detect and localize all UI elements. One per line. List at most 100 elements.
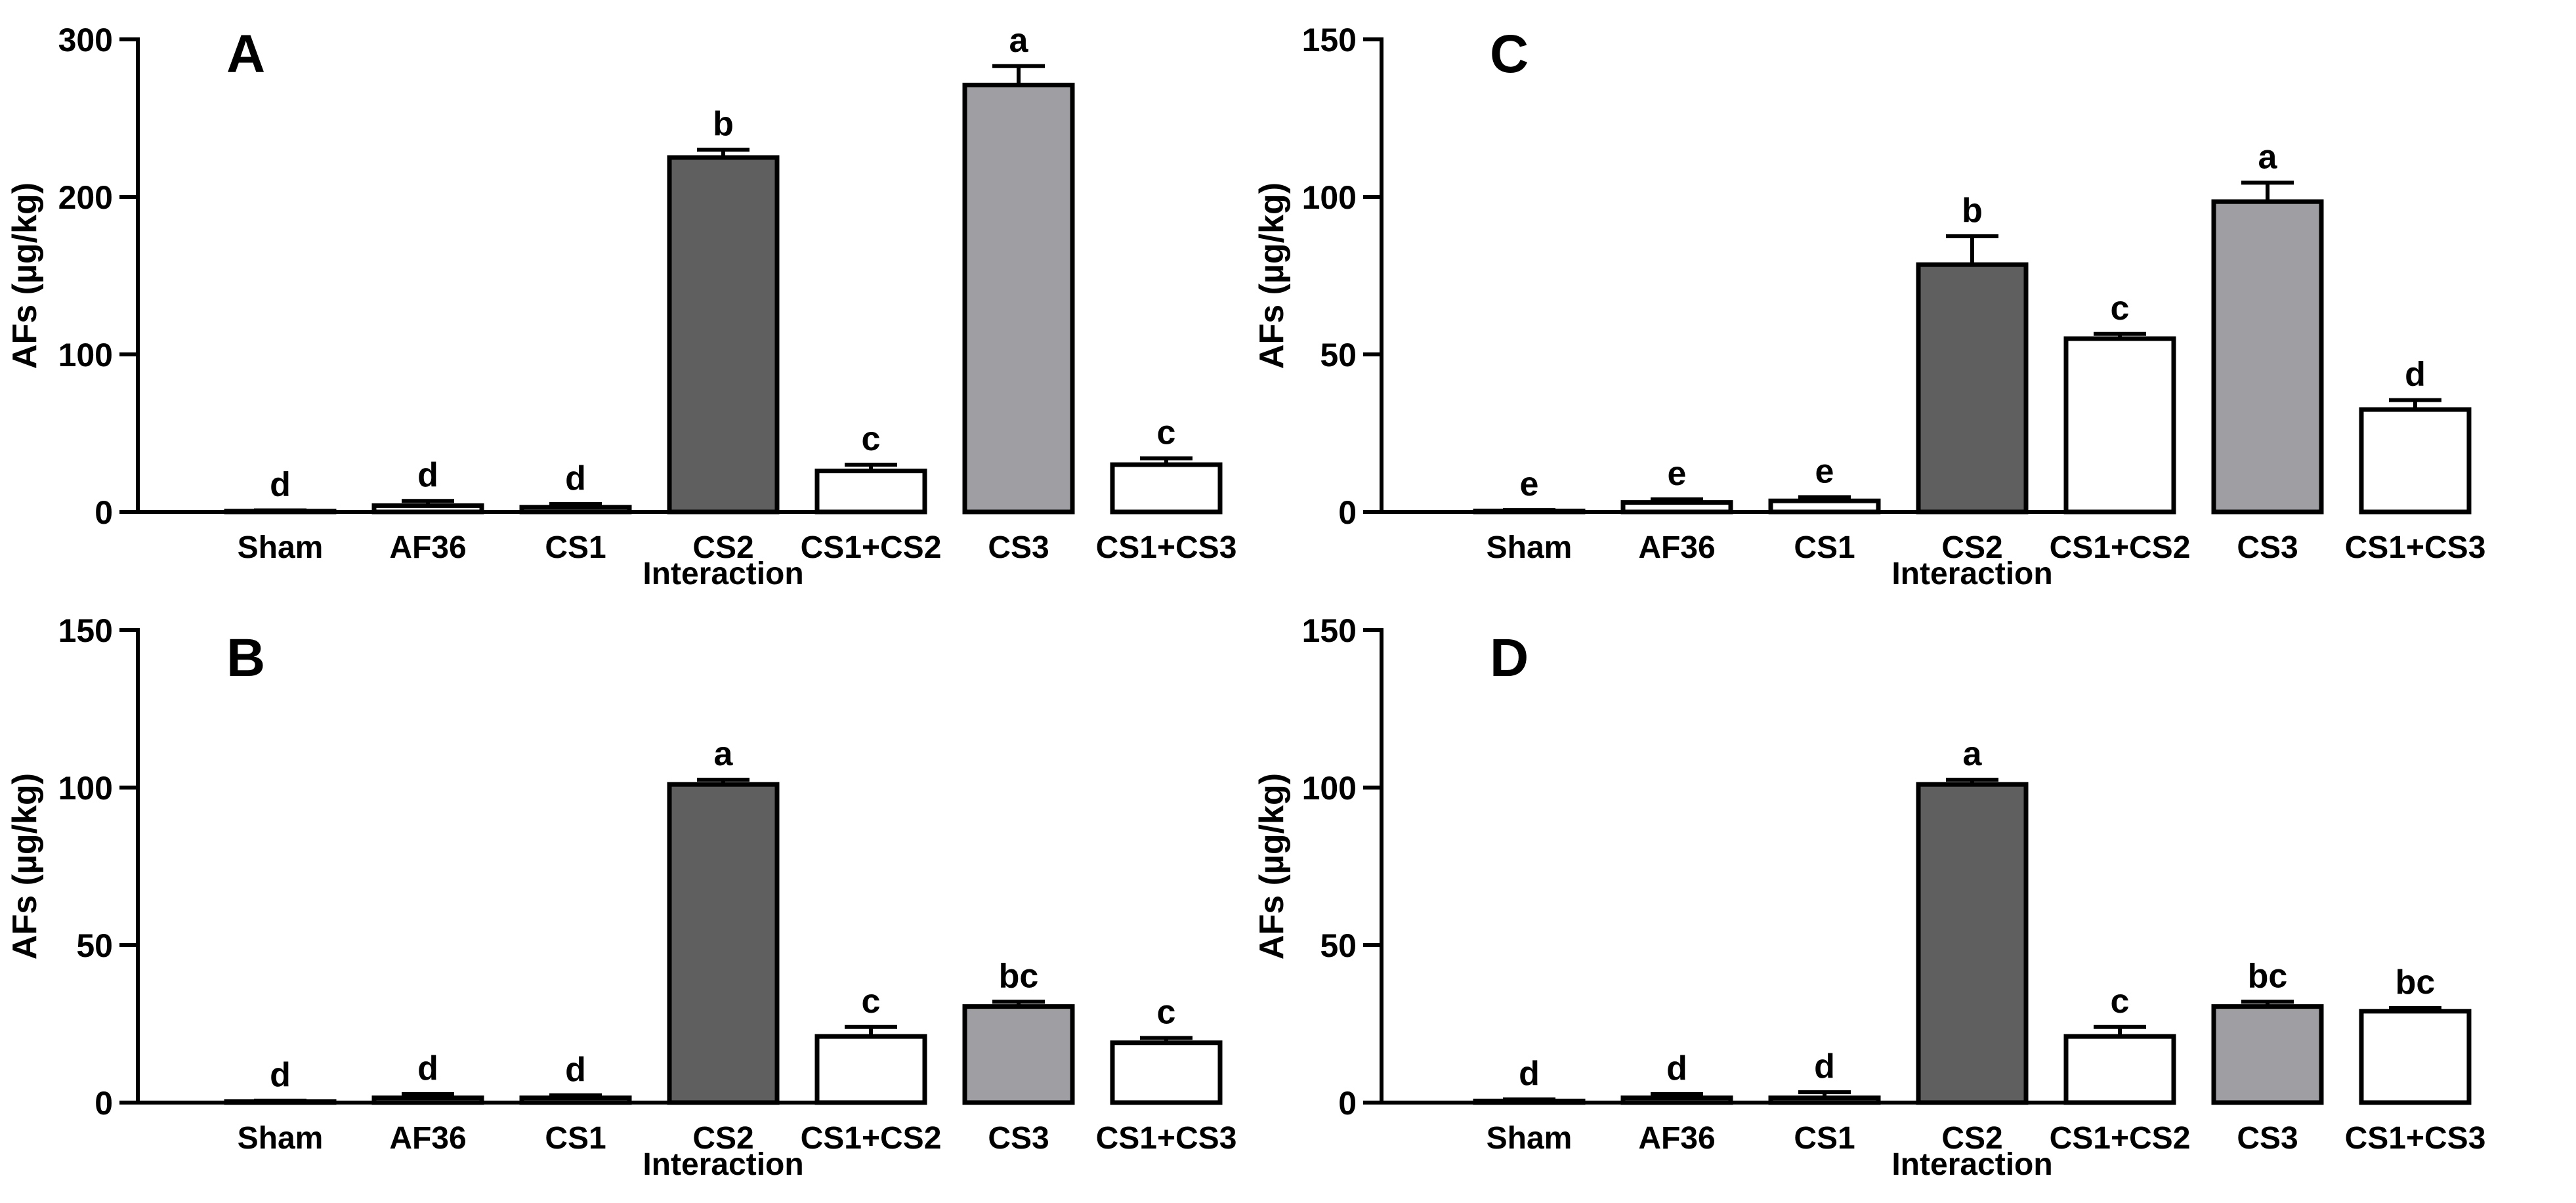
significance-letter: a xyxy=(2258,138,2278,176)
x-tick-label: CS1+CS2 xyxy=(801,530,942,565)
y-axis-title: AFs (µg/kg) xyxy=(6,773,44,960)
significance-letter: a xyxy=(1009,22,1029,60)
x-tick-label: CS1+CS2 xyxy=(2050,530,2191,565)
x-tick-label: AF36 xyxy=(1638,530,1715,565)
bar-sham xyxy=(1473,1099,1586,1105)
x-tick-label: Sham xyxy=(1487,1121,1573,1156)
x-tick-label: CS1+CS2 xyxy=(2050,1121,2191,1156)
x-tick-label: CS1+CS3 xyxy=(1096,1121,1237,1156)
bar-cs3 xyxy=(962,1004,1075,1105)
x-tick-label: CS1 xyxy=(1794,1121,1855,1156)
x-tick-label: CS2 xyxy=(1941,530,2002,565)
y-tick-label: 100 xyxy=(1302,179,1357,216)
x-tick-label: AF36 xyxy=(389,530,466,565)
significance-letter: c xyxy=(1157,994,1176,1032)
panel-label: C xyxy=(1490,24,1529,84)
y-tick-label: 50 xyxy=(1320,927,1357,964)
significance-letter: bc xyxy=(999,957,1039,995)
x-tick-label: CS3 xyxy=(988,1121,1049,1156)
y-tick-label: 0 xyxy=(95,1085,113,1122)
bar-cs1-plus-cs2 xyxy=(814,469,927,515)
significance-letter: c xyxy=(2111,982,2130,1021)
bar-af36 xyxy=(371,503,484,515)
bar-cs1-plus-cs3 xyxy=(2359,1009,2472,1105)
bar-cs1-plus-cs2 xyxy=(814,1034,927,1105)
significance-letter: d xyxy=(270,466,291,504)
panel-label: B xyxy=(226,628,265,688)
x-tick-label: CS1+CS3 xyxy=(1096,530,1237,565)
panel-c: 0 50 100 150 e Sham e AF36 e CS1 b CS2 c CS1+CS2 a CS3 d… xyxy=(1253,22,2485,591)
y-axis-title: AFs (µg/kg) xyxy=(1253,182,1291,369)
bar-af36 xyxy=(1620,500,1733,515)
x-tick-label: CS1+CS3 xyxy=(2345,530,2486,565)
significance-letter: d xyxy=(1814,1047,1835,1086)
significance-letter: a xyxy=(714,735,734,773)
significance-letter: b xyxy=(1962,192,1983,230)
significance-letter: bc xyxy=(2248,957,2288,995)
y-tick-label: 0 xyxy=(1338,1085,1357,1122)
x-tick-label: AF36 xyxy=(1638,1121,1715,1156)
bar-cs2 xyxy=(667,155,780,515)
significance-letter: d xyxy=(2405,356,2426,394)
bar-sham xyxy=(1473,509,1586,515)
bar-cs3 xyxy=(962,83,1075,515)
panel-a: 0 100 200 300 d Sham d AF36 d CS1 b CS2 c CS1+CS2 a CS3… xyxy=(6,22,1236,591)
bar-cs1-plus-cs3 xyxy=(1110,1040,1223,1105)
y-tick-label: 150 xyxy=(1302,22,1357,58)
significance-letter: c xyxy=(2111,289,2130,327)
y-tick-label: 300 xyxy=(58,22,113,58)
y-tick-label: 200 xyxy=(58,179,113,216)
y-tick-label: 100 xyxy=(58,337,113,373)
significance-letter: d xyxy=(1666,1049,1687,1087)
x-axis-title: Interaction xyxy=(643,557,803,591)
x-tick-label: CS2 xyxy=(692,530,753,565)
x-tick-label: CS1 xyxy=(545,1121,606,1156)
x-tick-label: CS3 xyxy=(2237,530,2298,565)
x-tick-label: CS1+CS3 xyxy=(2345,1121,2486,1156)
x-tick-label: CS2 xyxy=(1941,1121,2002,1156)
x-tick-label: Sham xyxy=(238,1121,324,1156)
y-axis-title: AFs (µg/kg) xyxy=(1253,773,1291,960)
significance-letter: d xyxy=(417,456,438,494)
bar-cs3 xyxy=(2211,199,2324,515)
x-tick-label: Sham xyxy=(1487,530,1573,565)
y-tick-label: 150 xyxy=(58,612,113,649)
bar-cs1-plus-cs2 xyxy=(2063,1034,2176,1105)
bar-cs2 xyxy=(1916,262,2029,515)
significance-letter: d xyxy=(1519,1055,1540,1093)
bar-cs1 xyxy=(1768,1095,1881,1105)
bar-cs1-plus-cs3 xyxy=(1110,462,1223,515)
significance-letter: a xyxy=(1963,735,1983,773)
bar-cs3 xyxy=(2211,1004,2324,1105)
y-tick-label: 100 xyxy=(58,770,113,807)
panel-b: 0 50 100 150 d Sham d AF36 d CS1 a CS2 c CS1+CS2 bc CS3… xyxy=(6,612,1236,1182)
x-tick-label: AF36 xyxy=(389,1121,466,1156)
panel-label: D xyxy=(1490,628,1529,688)
x-axis-title: Interaction xyxy=(1891,557,2052,591)
y-tick-label: 150 xyxy=(1302,612,1357,649)
x-tick-label: CS3 xyxy=(988,530,1049,565)
significance-letter: b xyxy=(713,105,734,143)
significance-letter: e xyxy=(1815,452,1834,490)
bar-cs1 xyxy=(1768,498,1881,515)
significance-letter: d xyxy=(270,1056,291,1094)
x-axis-title: Interaction xyxy=(1891,1147,2052,1182)
y-tick-label: 100 xyxy=(1302,770,1357,807)
significance-letter: e xyxy=(1668,455,1687,493)
bar-cs1-plus-cs2 xyxy=(2063,336,2176,515)
significance-letter: d xyxy=(417,1049,438,1087)
bar-cs1-plus-cs3 xyxy=(2359,407,2472,515)
significance-letter: c xyxy=(1157,413,1176,452)
bar-sham xyxy=(224,1099,337,1105)
panel-d: 0 50 100 150 d Sham d AF36 d CS1 a CS2 c CS1+CS2 bc CS3… xyxy=(1253,612,2485,1182)
y-tick-label: 50 xyxy=(76,927,113,964)
bar-sham xyxy=(224,509,337,515)
y-tick-label: 0 xyxy=(95,494,113,531)
bar-af36 xyxy=(1620,1095,1733,1105)
bar-cs1 xyxy=(519,1095,632,1105)
x-axis-title: Interaction xyxy=(643,1147,803,1182)
bar-af36 xyxy=(371,1095,484,1105)
significance-letter: c xyxy=(862,982,881,1021)
significance-letter: e xyxy=(1520,465,1539,503)
